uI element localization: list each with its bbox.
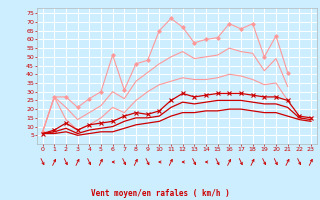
Text: Vent moyen/en rafales ( km/h ): Vent moyen/en rafales ( km/h ) — [91, 189, 229, 198]
